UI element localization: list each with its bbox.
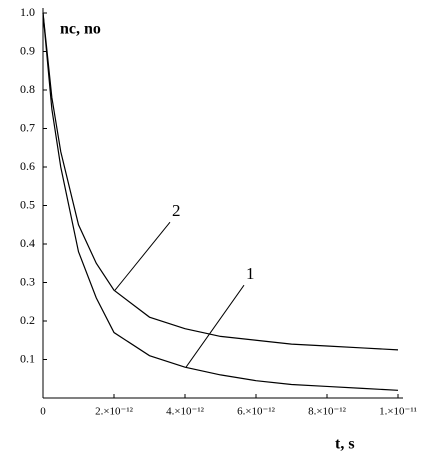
y-axis-label: nc, no	[60, 21, 101, 38]
y-tick-label: 0.6	[20, 159, 35, 173]
y-tick-label: 0.2	[20, 313, 35, 327]
x-tick-label: 8.×10⁻¹²	[308, 406, 347, 418]
y-tick-label: 0.5	[20, 197, 35, 211]
x-tick-label: 0	[40, 406, 46, 418]
y-tick-label: 0.8	[20, 82, 35, 96]
series-label: 2	[172, 201, 181, 220]
y-tick-label: 0.3	[20, 274, 35, 288]
leader-line	[114, 221, 171, 291]
x-tick-label: 1.×10⁻¹¹	[379, 406, 417, 418]
leader-line	[185, 284, 245, 368]
y-tick-label: 1.0	[20, 5, 35, 19]
line-series	[42, 12, 399, 391]
y-tick-label: 0.4	[20, 236, 35, 250]
y-tick-label: 0.9	[20, 43, 35, 57]
line-series	[42, 12, 399, 351]
x-tick-label: 4.×10⁻¹²	[166, 406, 205, 418]
x-tick-label: 6.×10⁻¹²	[237, 406, 276, 418]
x-axis-label: t, s	[335, 436, 355, 453]
y-tick-label: 0.7	[20, 120, 35, 134]
series-label: 1	[246, 264, 255, 283]
x-tick-label: 2.×10⁻¹²	[95, 406, 134, 418]
y-tick-label: 0.1	[20, 351, 35, 365]
